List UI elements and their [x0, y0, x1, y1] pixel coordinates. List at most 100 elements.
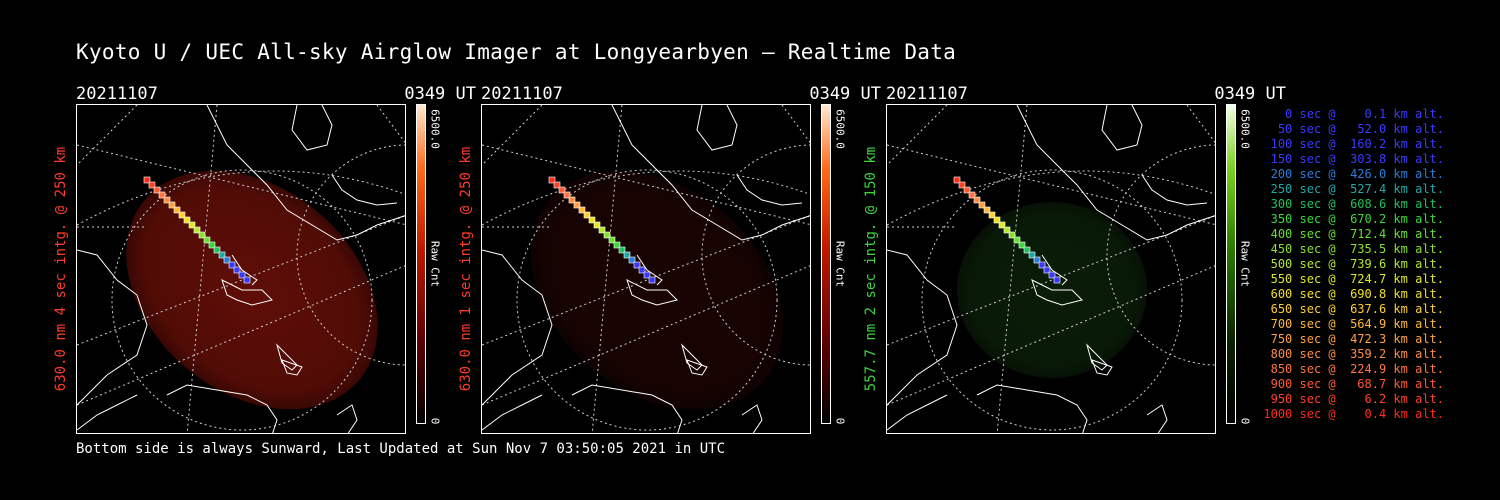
coastline: [77, 249, 148, 406]
coastline: [686, 359, 708, 376]
coastline: [887, 249, 958, 406]
coastline: [1141, 174, 1208, 206]
colorbar-min-wrap: 0: [833, 414, 847, 428]
track-point: [163, 196, 171, 204]
latitude-circle: [296, 144, 405, 366]
panel-wavelength-label: 557.7 nm 2 sec intg. @ 150 km: [863, 146, 879, 392]
coastline: [636, 254, 663, 286]
graticule-line: [887, 105, 948, 166]
coastline: [1101, 105, 1143, 151]
allsky-map-svg: [77, 105, 405, 433]
track-point: [1043, 266, 1051, 274]
track-point: [153, 186, 161, 194]
legend-entry: 200 sec @ 426.0 km alt.: [1263, 167, 1444, 181]
track-point: [608, 236, 616, 244]
legend-entry: 0 sec @ 0.1 km alt.: [1263, 107, 1444, 121]
coastline: [231, 254, 258, 286]
coastline: [741, 404, 763, 433]
imager-panel-1: 20211107 0349 UT 630.0 nm 4 sec intg. @ …: [53, 84, 496, 434]
track-point: [173, 206, 181, 214]
coastline: [291, 105, 333, 151]
legend-entry: 300 sec @ 608.6 km alt.: [1263, 197, 1444, 211]
colorbar-max: 6500.0: [833, 109, 847, 149]
track-point: [998, 221, 1006, 229]
track-point: [578, 206, 586, 214]
track-point: [618, 246, 626, 254]
legend-entry: 250 sec @ 527.4 km alt.: [1263, 182, 1444, 196]
colorbar-min-wrap: 0: [428, 414, 442, 428]
coastline: [887, 394, 948, 431]
page-title: Kyoto U / UEC All-sky Airglow Imager at …: [76, 40, 957, 64]
track-point: [228, 261, 236, 269]
coastline: [482, 394, 543, 431]
track-point: [188, 221, 196, 229]
track-point: [643, 271, 651, 279]
colorbar: [416, 104, 426, 424]
legend-entry: 750 sec @ 472.3 km alt.: [1263, 332, 1444, 346]
latitude-circle: [701, 144, 810, 366]
track-point: [633, 261, 641, 269]
graticule-line: [77, 144, 405, 226]
panel-date: 20211107: [76, 84, 158, 104]
track-point: [1048, 271, 1056, 279]
panel-time: 0349 UT: [404, 84, 476, 104]
track-point: [183, 216, 191, 224]
track-point: [978, 201, 986, 209]
latitude-circle: [516, 169, 778, 431]
graticule-line: [887, 144, 1215, 226]
track-point: [208, 241, 216, 249]
track-point: [1018, 241, 1026, 249]
legend-entry: 850 sec @ 224.9 km alt.: [1263, 362, 1444, 376]
graticule-line: [376, 105, 405, 144]
allsky-image: [76, 104, 406, 434]
track-point: [623, 251, 631, 259]
track-point: [598, 226, 606, 234]
graticule-line: [77, 170, 405, 226]
track-point: [983, 206, 991, 214]
legend-entry: 900 sec @ 68.7 km alt.: [1263, 377, 1444, 391]
track-point: [1028, 251, 1036, 259]
panel-date: 20211107: [481, 84, 563, 104]
panel-label-wrap: 630.0 nm 1 sec intg. @ 250 km: [455, 104, 477, 434]
track-point: [548, 176, 556, 184]
legend-entry: 950 sec @ 6.2 km alt.: [1263, 392, 1444, 406]
legend-entry: 150 sec @ 303.8 km alt.: [1263, 152, 1444, 166]
track-point: [583, 211, 591, 219]
panel-wavelength-label: 630.0 nm 1 sec intg. @ 250 km: [458, 146, 474, 392]
legend-entry: 800 sec @ 359.2 km alt.: [1263, 347, 1444, 361]
track-point: [1033, 256, 1041, 264]
panel-wavelength-label: 630.0 nm 4 sec intg. @ 250 km: [53, 146, 69, 392]
track-point: [973, 196, 981, 204]
legend-entry: 500 sec @ 739.6 km alt.: [1263, 257, 1444, 271]
track-point: [573, 201, 581, 209]
track-point: [193, 226, 201, 234]
coastline: [331, 174, 398, 206]
graticule-line: [1186, 105, 1215, 144]
legend-entry: 100 sec @ 160.2 km alt.: [1263, 137, 1444, 151]
track-point: [213, 246, 221, 254]
track-point: [568, 196, 576, 204]
track-point: [1013, 236, 1021, 244]
graticule-line: [591, 105, 623, 433]
coastline: [281, 359, 303, 376]
track-point: [238, 271, 246, 279]
colorbar-unit-wrap: Raw Cnt: [833, 234, 847, 294]
legend-entry: 400 sec @ 712.4 km alt.: [1263, 227, 1444, 241]
track-point: [148, 181, 156, 189]
legend-entry: 350 sec @ 670.2 km alt.: [1263, 212, 1444, 226]
track-point: [168, 201, 176, 209]
track-point: [143, 176, 151, 184]
graticule-line: [482, 170, 810, 226]
track-point: [593, 221, 601, 229]
colorbar-max-wrap: 6500.0: [428, 104, 442, 154]
coastline: [736, 174, 803, 206]
track-point: [553, 181, 561, 189]
colorbar-unit-wrap: Raw Cnt: [428, 234, 442, 294]
altitude-legend: 0 sec @ 0.1 km alt. 50 sec @ 52.0 km alt…: [1262, 107, 1444, 422]
coastline: [1031, 279, 1083, 306]
colorbar-unit: Raw Cnt: [833, 240, 847, 288]
panel-time: 0349 UT: [1214, 84, 1286, 104]
track-point: [958, 181, 966, 189]
legend-entry: 700 sec @ 564.9 km alt.: [1263, 317, 1444, 331]
latitude-circle: [111, 169, 373, 431]
